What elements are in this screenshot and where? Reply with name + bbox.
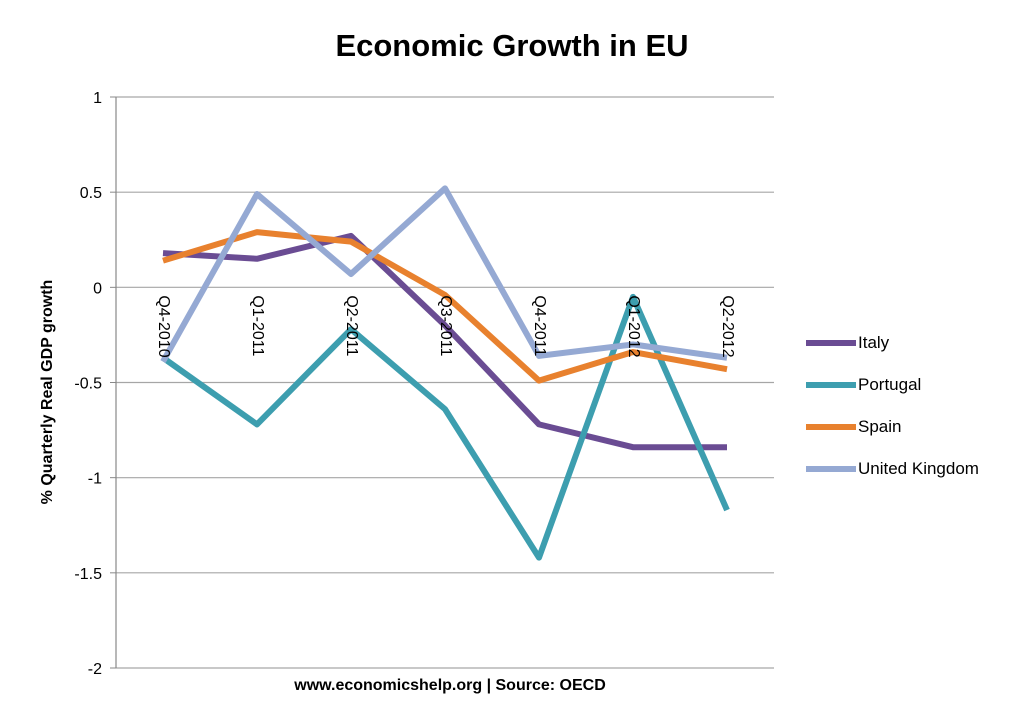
series-lines: [160, 185, 730, 561]
x-tick-label: Q3-2011: [437, 295, 454, 356]
axes: 1 0.5 0 -0.5 -1 -1.5 -2: [74, 90, 117, 678]
y-tick-label: -1.5: [74, 566, 102, 583]
legend-item-united-kingdom: United Kingdom: [806, 448, 979, 490]
legend-item-portugal: Portugal: [806, 364, 979, 406]
y-axis-label: % Quarterly Real GDP growth: [39, 279, 56, 505]
y-tick-label: 0.5: [80, 185, 102, 202]
x-tick-label: Q4-2010: [155, 295, 172, 357]
x-axis-label: www.economicshelp.org | Source: OECD: [294, 677, 606, 694]
legend-label-united-kingdom: United Kingdom: [858, 459, 979, 478]
legend-label-italy: Italy: [858, 333, 890, 352]
legend-item-spain: Spain: [806, 406, 979, 448]
gridlines: [116, 96, 774, 669]
chart-title: Economic Growth in EU: [335, 28, 689, 63]
legend-label-portugal: Portugal: [858, 375, 922, 394]
x-tick-label: Q2-2012: [719, 295, 736, 357]
x-tick-label: Q1-2011: [249, 295, 266, 356]
series-line-italy: [162, 232, 727, 451]
x-tick-labels: Q4-2010 Q1-2011 Q2-2011 Q3-2011 Q4-2011 Q1-20…: [155, 295, 736, 357]
x-tick-label: Q4-2011: [531, 295, 548, 356]
legend-label-spain: Spain: [858, 417, 902, 436]
x-tick-label: Q1-2012: [625, 295, 642, 357]
series-line-united-kingdom: [160, 185, 728, 364]
legend-swatch-united-kingdom: [806, 466, 856, 472]
series-line-spain: [162, 229, 728, 384]
legend: Italy Portugal Spain United Kingdom: [806, 322, 979, 490]
legend-swatch-spain: [806, 424, 856, 430]
y-tick-label: -0.5: [74, 376, 102, 393]
y-tick-label: -2: [88, 661, 102, 678]
legend-item-italy: Italy: [806, 322, 979, 364]
y-tick-label: 1: [93, 90, 102, 107]
y-tick-label: 0: [93, 280, 102, 297]
legend-swatch-portugal: [806, 382, 856, 388]
y-tick-label: -1: [88, 471, 102, 488]
series-line-portugal: [161, 293, 730, 561]
x-tick-label: Q2-2011: [343, 295, 360, 356]
legend-swatch-italy: [806, 340, 856, 346]
